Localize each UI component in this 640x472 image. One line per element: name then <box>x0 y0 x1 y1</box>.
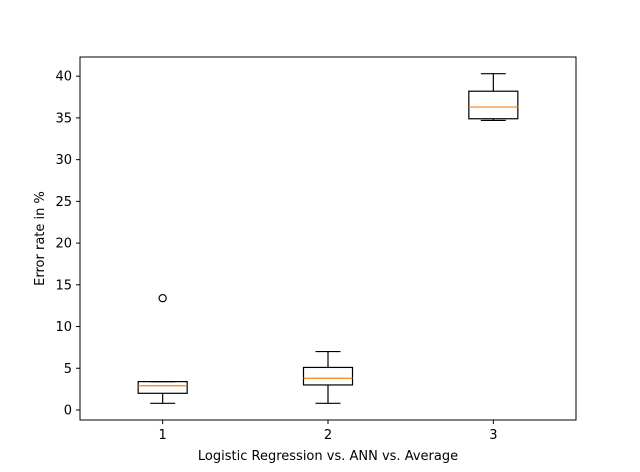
iqr-box <box>302 366 354 386</box>
y-tick-label: 0 <box>64 403 72 418</box>
x-tick-label: 1 <box>159 428 167 443</box>
x-tick-label: 3 <box>489 428 497 443</box>
y-tick-label: 15 <box>55 278 72 293</box>
y-tick-label: 30 <box>55 153 72 168</box>
y-axis-ticks: 0 5 10 15 20 25 30 35 40 <box>55 70 80 418</box>
y-axis-label: Error rate in % <box>33 191 48 286</box>
plot-layer <box>137 73 519 404</box>
y-tick-label: 25 <box>55 195 72 210</box>
y-tick-label: 35 <box>55 111 72 126</box>
iqr-box <box>137 381 188 394</box>
y-tick-label: 20 <box>55 237 72 252</box>
outlier-point <box>158 293 167 303</box>
x-axis-label: Logistic Regression vs. ANN vs. Average <box>198 449 458 464</box>
box-group-2 <box>302 350 354 404</box>
y-tick-label: 40 <box>55 70 72 85</box>
y-tick-label: 10 <box>55 320 72 335</box>
y-tick-label: 5 <box>64 362 72 377</box>
x-tick-label: 2 <box>324 428 332 443</box>
x-axis-ticks: 1 2 3 <box>159 420 497 443</box>
box-group-1 <box>137 293 188 404</box>
iqr-box <box>468 90 519 120</box>
box-group-3 <box>468 73 519 122</box>
